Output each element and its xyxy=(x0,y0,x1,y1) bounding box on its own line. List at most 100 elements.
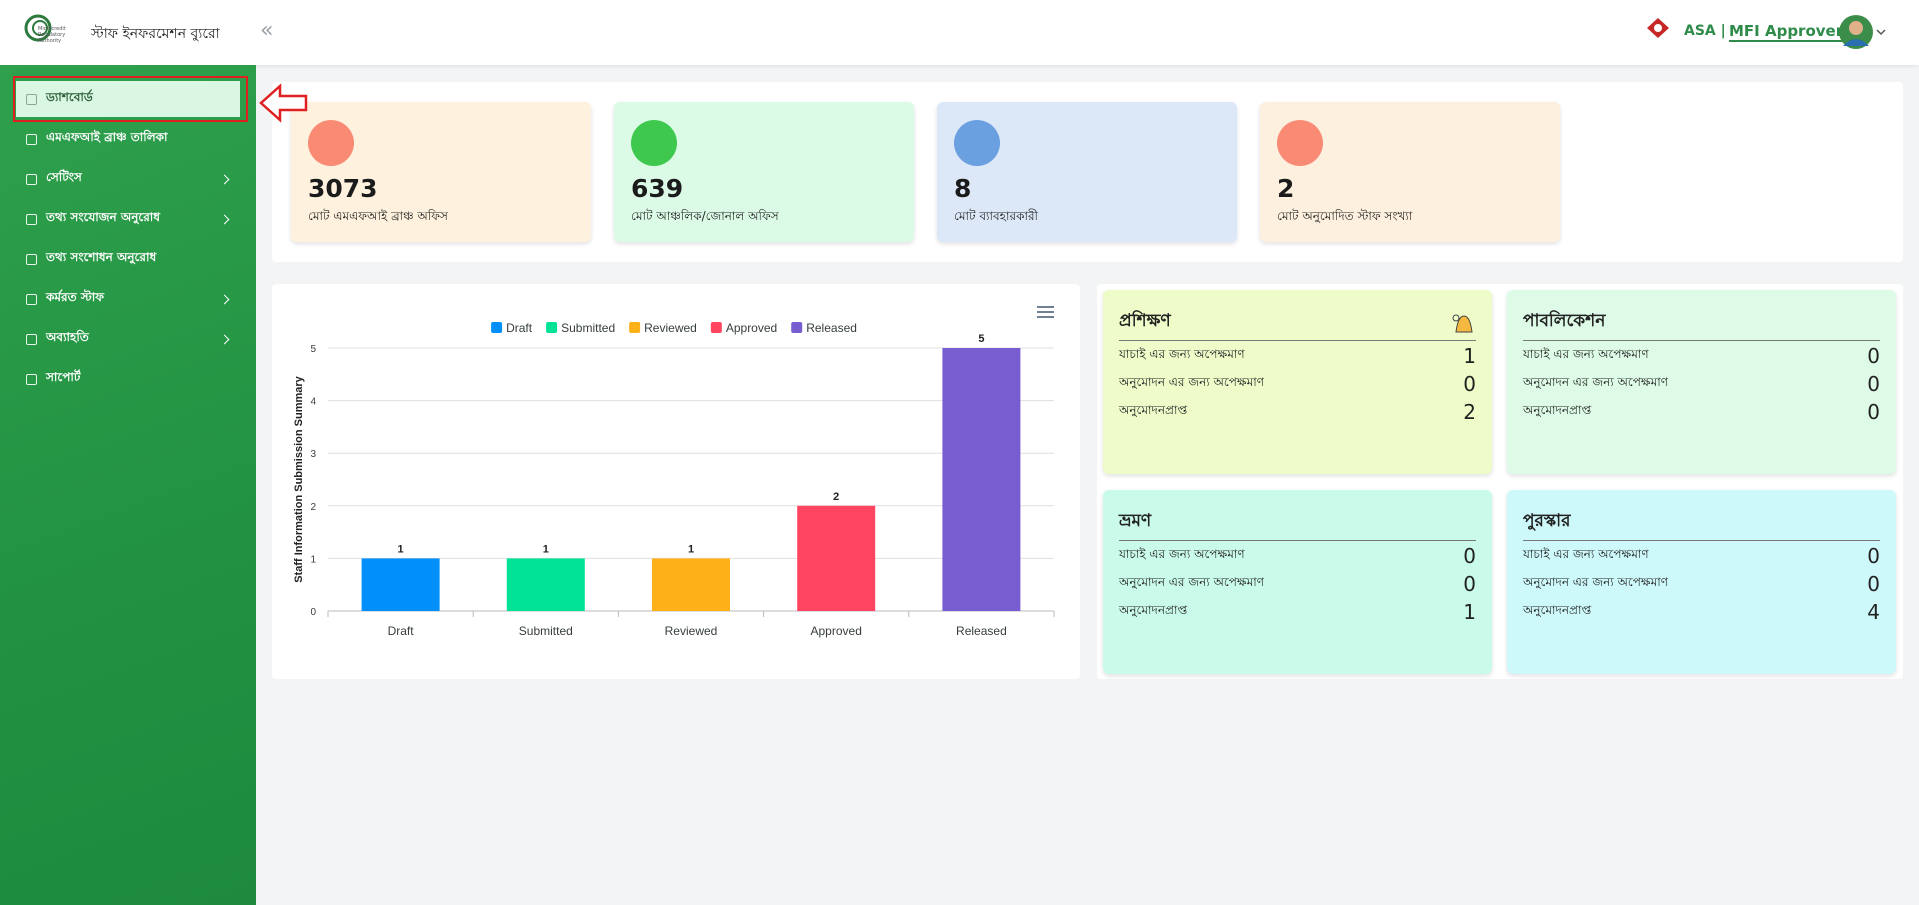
row-label: যাচাই এর জন্য অপেক্ষমাণ xyxy=(1523,347,1649,361)
data-label: 1 xyxy=(543,543,549,555)
nav-label: তথ্য সংযোজন অনুরোধ xyxy=(46,210,160,224)
panel-row: যাচাই এর জন্য অপেক্ষমাণ 0 xyxy=(1119,544,1476,568)
row-value: 0 xyxy=(1867,372,1880,396)
panel-row: অনুমোদন এর জন্য অপেক্ষমাণ 0 xyxy=(1119,572,1476,596)
panel-row: অনুমোদনপ্রাপ্ত 4 xyxy=(1523,600,1880,624)
panel-row: অনুমোদন এর জন্য অপেক্ষমাণ 0 xyxy=(1523,572,1880,596)
y-tick-label: 0 xyxy=(310,607,316,618)
legend-swatch xyxy=(491,322,503,333)
legend-swatch xyxy=(629,322,641,333)
nav-icon xyxy=(26,253,37,265)
user-role[interactable]: MFI Approver xyxy=(1729,22,1844,42)
chevron xyxy=(219,294,230,304)
row-value: 0 xyxy=(1867,544,1880,568)
chevron xyxy=(219,214,230,224)
nav-icon xyxy=(26,333,37,345)
logo-text: Microcredit Regulatory Authority xyxy=(38,26,66,44)
stat-card: 3073 মোট এমএফআই ব্রাঞ্চ অফিস xyxy=(291,102,591,242)
nav-icon xyxy=(26,293,37,305)
row-label: অনুমোদনপ্রাপ্ত xyxy=(1119,603,1188,617)
nav-icon xyxy=(26,373,37,385)
nav-label: ড্যাশবোর্ড xyxy=(46,90,93,104)
row-label: অনুমোদনপ্রাপ্ত xyxy=(1523,603,1592,617)
legend-item: Approved xyxy=(710,321,777,335)
row-label: যাচাই এর জন্য অপেক্ষমাণ xyxy=(1119,347,1245,361)
nav-label: অব্যাহতি xyxy=(46,330,89,344)
stat-value: 2 xyxy=(1277,174,1295,203)
row-value: 4 xyxy=(1867,600,1880,624)
bell-dot xyxy=(1452,314,1460,322)
nav-label: এমএফআই ব্রাঞ্চ তালিকা xyxy=(46,130,168,144)
legend-label: Submitted xyxy=(561,321,615,335)
bell xyxy=(1455,315,1473,333)
stat-value: 3073 xyxy=(308,174,378,203)
panel-row: যাচাই এর জন্য অপেক্ষমাণ 0 xyxy=(1523,544,1880,568)
status-card: প্রশিক্ষণ যাচাই এর জন্য অপেক্ষমাণ 1 অনুমোদন… xyxy=(1103,290,1492,474)
row-value: 0 xyxy=(1867,344,1880,368)
data-label: 5 xyxy=(978,333,984,345)
panel-row: অনুমোদনপ্রাপ্ত 2 xyxy=(1119,400,1476,424)
panel-row: যাচাই এর জন্য অপেক্ষমাণ 0 xyxy=(1523,344,1880,368)
nav-item[interactable]: অব্যাহতি xyxy=(16,321,240,357)
x-tick-label: Submitted xyxy=(519,624,573,638)
y-tick-label: 4 xyxy=(310,397,316,408)
bell-icon xyxy=(1452,314,1473,333)
nav-item[interactable]: ড্যাশবোর্ড xyxy=(16,81,240,117)
row-label: অনুমোদনপ্রাপ্ত xyxy=(1523,403,1592,417)
stat-label: মোট এমএফআই ব্রাঞ্চ অফিস xyxy=(308,209,448,223)
legend-label: Reviewed xyxy=(644,321,697,335)
legend-item: Submitted xyxy=(546,321,615,335)
y-tick-label: 3 xyxy=(310,449,316,460)
data-label: 2 xyxy=(833,491,839,503)
avatar[interactable] xyxy=(1838,14,1888,50)
row-value: 1 xyxy=(1463,344,1476,368)
stat-card: 8 মোট ব্যাবহারকারী xyxy=(937,102,1237,242)
data-label: 1 xyxy=(398,543,404,555)
x-tick-label: Released xyxy=(956,624,1007,638)
stats-panel: 3073 মোট এমএফআই ব্রাঞ্চ অফিস 639 মোট আঞ্চলি… xyxy=(272,82,1903,262)
status-panel: প্রশিক্ষণ যাচাই এর জন্য অপেক্ষমাণ 1 অনুমোদন… xyxy=(1097,284,1903,679)
panel-row: যাচাই এর জন্য অপেক্ষমাণ 1 xyxy=(1119,344,1476,368)
y-tick-label: 2 xyxy=(310,502,316,513)
bar xyxy=(942,348,1021,611)
row-label: অনুমোদনপ্রাপ্ত xyxy=(1119,403,1188,417)
legend-item: Released xyxy=(791,321,857,335)
x-tick-label: Reviewed xyxy=(665,624,718,638)
nav-item[interactable]: তথ্য সংযোজন অনুরোধ xyxy=(16,201,240,237)
stat-icon xyxy=(1277,120,1323,166)
org-logo xyxy=(1647,18,1669,38)
bar xyxy=(652,558,730,611)
chevron xyxy=(219,334,230,344)
y-axis-title: Staff Information Submission Summary xyxy=(293,375,305,582)
y-tick-label: 1 xyxy=(310,554,316,565)
legend-label: Approved xyxy=(726,321,777,335)
panel-row: অনুমোদন এর জন্য অপেক্ষমাণ 0 xyxy=(1119,372,1476,396)
panel-title: পুরস্কার xyxy=(1523,508,1880,541)
nav-item[interactable]: সেটিংস xyxy=(16,161,240,197)
legend-swatch xyxy=(710,322,722,333)
collapse-button[interactable]: « xyxy=(260,18,274,43)
panel-row: অনুমোদন এর জন্য অপেক্ষমাণ 0 xyxy=(1523,372,1880,396)
row-label: অনুমোদন এর জন্য অপেক্ষমাণ xyxy=(1523,375,1669,389)
nav-item[interactable]: এমএফআই ব্রাঞ্চ তালিকা xyxy=(16,121,240,157)
legend-swatch xyxy=(546,322,558,333)
legend-label: Released xyxy=(806,321,857,335)
row-label: অনুমোদন এর জন্য অপেক্ষমাণ xyxy=(1523,575,1669,589)
nav-item[interactable]: তথ্য সংশোধন অনুরোধ xyxy=(16,241,240,277)
row-label: যাচাই এর জন্য অপেক্ষমাণ xyxy=(1119,547,1245,561)
panel-row: অনুমোদনপ্রাপ্ত 1 xyxy=(1119,600,1476,624)
chart: 0 1 2 3 4 5 Staff Information Submission Summa… xyxy=(293,306,1055,638)
x-tick-label: Draft xyxy=(388,624,415,638)
stat-icon xyxy=(308,120,354,166)
stat-value: 639 xyxy=(631,174,684,203)
nav-icon xyxy=(26,93,37,105)
x-tick-label: Approved xyxy=(811,624,862,638)
stat-label: মোট অনুমোদিত স্টাফ সংখ্যা xyxy=(1277,209,1413,223)
row-label: যাচাই এর জন্য অপেক্ষমাণ xyxy=(1523,547,1649,561)
nav-item[interactable]: কর্মরত স্টাফ xyxy=(16,281,240,317)
bar xyxy=(506,558,585,611)
legend-label: Draft xyxy=(506,321,533,335)
nav-item[interactable]: সাপোর্ট xyxy=(16,361,240,397)
sidebar: ড্যাশবোর্ড এমএফআই ব্রাঞ্চ তালিকা সেটিংস তথ্… xyxy=(0,65,256,905)
